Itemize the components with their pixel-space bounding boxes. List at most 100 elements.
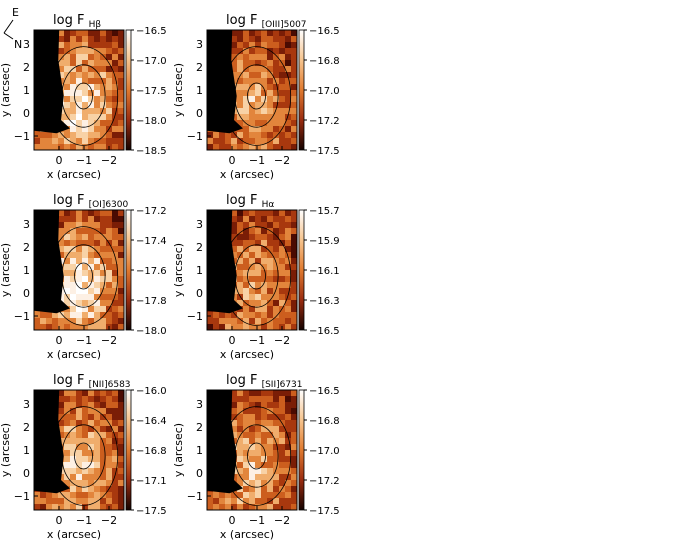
map-cell bbox=[58, 30, 64, 36]
map-cell bbox=[94, 390, 100, 396]
map-cell bbox=[112, 246, 118, 252]
map-cell bbox=[273, 60, 279, 66]
map-cell bbox=[261, 450, 267, 456]
map-cell bbox=[64, 462, 70, 468]
map-cell bbox=[255, 36, 261, 42]
map-cell bbox=[118, 288, 124, 294]
map-cell bbox=[112, 474, 118, 480]
map-cell bbox=[70, 132, 76, 138]
map-cell bbox=[291, 216, 297, 222]
map-cell bbox=[70, 216, 76, 222]
x-tick-label: −1 bbox=[76, 154, 92, 167]
map-cell bbox=[255, 42, 261, 48]
map-cell bbox=[112, 132, 118, 138]
map-cell bbox=[219, 132, 225, 138]
map-cell bbox=[88, 222, 94, 228]
map-cell bbox=[64, 90, 70, 96]
map-cell bbox=[267, 288, 273, 294]
map-cell bbox=[267, 246, 273, 252]
map-cell bbox=[106, 288, 112, 294]
map-cell bbox=[267, 66, 273, 72]
map-cell bbox=[267, 444, 273, 450]
map-cell bbox=[58, 228, 64, 234]
map-cell bbox=[64, 264, 70, 270]
map-cell bbox=[70, 408, 76, 414]
map-cell bbox=[291, 426, 297, 432]
map-cell bbox=[118, 252, 124, 258]
map-cell bbox=[255, 504, 261, 510]
map-cell bbox=[64, 258, 70, 264]
map-cell bbox=[64, 54, 70, 60]
map-cell bbox=[94, 492, 100, 498]
map-cell bbox=[70, 126, 76, 132]
chart-panel: log F [OIII]5007 3 2 1 0 −1 0 −1 −2x (arcsec) y (… bbox=[172, 13, 340, 181]
compass-north-label: N bbox=[14, 38, 22, 51]
map-cell bbox=[52, 132, 58, 138]
map-cell bbox=[76, 450, 82, 456]
map-cell bbox=[279, 90, 285, 96]
map-cell bbox=[100, 132, 106, 138]
map-cell bbox=[100, 144, 106, 150]
map-cell bbox=[243, 390, 249, 396]
y-tick-label: 3 bbox=[196, 218, 203, 231]
map-cell bbox=[106, 294, 112, 300]
map-cell bbox=[112, 444, 118, 450]
map-cell bbox=[88, 276, 94, 282]
colorbar-tick-label: −17.0 bbox=[309, 446, 340, 457]
map-cell bbox=[285, 402, 291, 408]
y-tick-label: 2 bbox=[196, 61, 203, 74]
contour-line bbox=[48, 46, 119, 146]
map-cell bbox=[273, 396, 279, 402]
map-cell bbox=[291, 420, 297, 426]
map-cell bbox=[118, 450, 124, 456]
map-cell bbox=[94, 84, 100, 90]
map-cell bbox=[76, 276, 82, 282]
map-cell bbox=[237, 222, 243, 228]
map-cell bbox=[82, 42, 88, 48]
map-cell bbox=[255, 216, 261, 222]
map-cell bbox=[267, 228, 273, 234]
chart-title: log F Hβ bbox=[53, 13, 101, 30]
map-cell bbox=[255, 402, 261, 408]
x-tick-label: −1 bbox=[76, 334, 92, 347]
map-cell bbox=[70, 444, 76, 450]
map-cell bbox=[267, 402, 273, 408]
map-cell bbox=[231, 432, 237, 438]
map-cell bbox=[207, 132, 213, 138]
map-cell bbox=[279, 276, 285, 282]
map-cell bbox=[255, 288, 261, 294]
map-cell bbox=[82, 390, 88, 396]
map-cell bbox=[225, 324, 231, 330]
map-cell bbox=[112, 300, 118, 306]
map-cell bbox=[82, 402, 88, 408]
map-cell bbox=[279, 432, 285, 438]
map-cell bbox=[291, 288, 297, 294]
map-cell bbox=[82, 312, 88, 318]
map-cell bbox=[112, 462, 118, 468]
map-cell bbox=[82, 48, 88, 54]
map-cell bbox=[82, 306, 88, 312]
map-cell bbox=[237, 60, 243, 66]
map-cell bbox=[207, 504, 213, 510]
map-cell bbox=[249, 144, 255, 150]
map-cell bbox=[100, 420, 106, 426]
map-cell bbox=[94, 90, 100, 96]
map-cell bbox=[255, 390, 261, 396]
y-axis-label: y (arcsec) bbox=[0, 63, 12, 117]
map-cell bbox=[94, 294, 100, 300]
map-cell bbox=[70, 276, 76, 282]
map-cell bbox=[291, 240, 297, 246]
map-cell bbox=[279, 462, 285, 468]
y-tick-label: 1 bbox=[196, 84, 203, 97]
map-cell bbox=[118, 102, 124, 108]
map-cell bbox=[118, 462, 124, 468]
map-cell bbox=[100, 468, 106, 474]
map-cell bbox=[82, 324, 88, 330]
map-cell bbox=[106, 444, 112, 450]
map-cell bbox=[255, 210, 261, 216]
map-cell bbox=[255, 486, 261, 492]
map-cell bbox=[273, 120, 279, 126]
map-cell bbox=[70, 504, 76, 510]
map-cell bbox=[249, 258, 255, 264]
